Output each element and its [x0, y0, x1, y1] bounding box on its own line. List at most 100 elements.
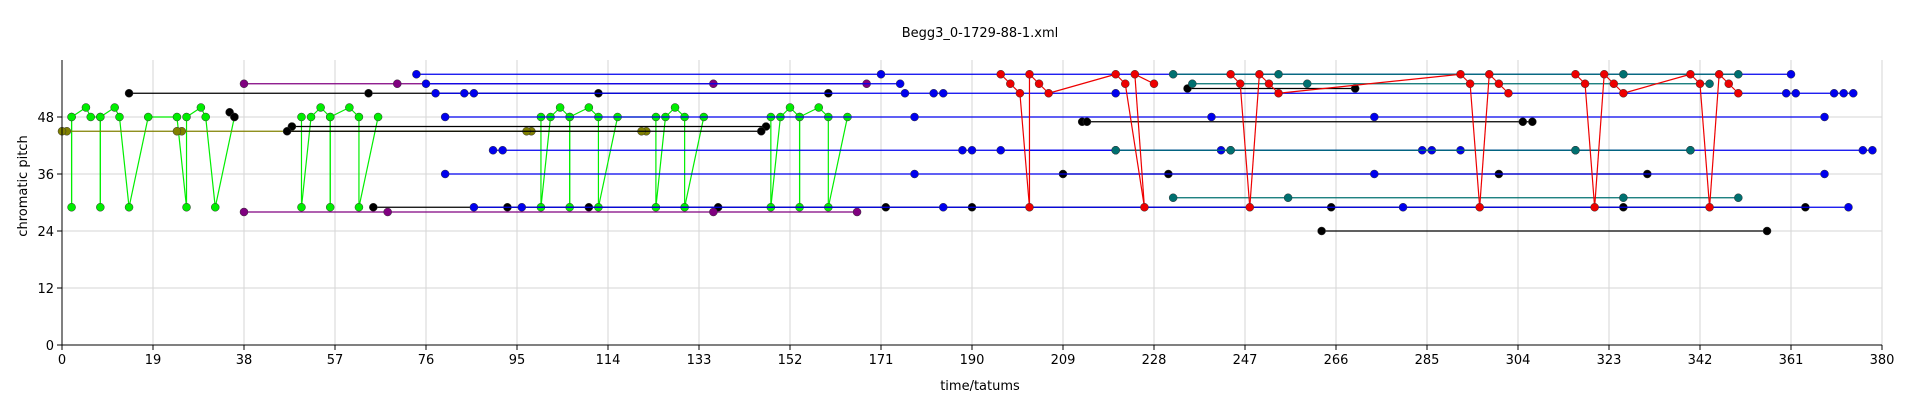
note-link: [1708, 74, 1720, 208]
note-link: [1623, 73, 1691, 94]
note-point: [67, 112, 76, 122]
note-point: [182, 203, 191, 212]
note-point: [967, 146, 977, 155]
x-tick-label: 95: [509, 353, 526, 368]
x-tick-label: 38: [236, 353, 253, 368]
note-point: [201, 112, 210, 122]
note-point: [1255, 70, 1264, 79]
note-point: [1849, 89, 1858, 98]
note-point: [354, 203, 364, 212]
note-point: [1609, 79, 1619, 88]
y-tick-label: 36: [37, 168, 54, 183]
note-point: [282, 127, 292, 136]
note-link: [1019, 93, 1031, 208]
note-point: [929, 89, 938, 98]
note-point: [373, 112, 383, 122]
x-tick-label: 342: [1688, 353, 1713, 368]
x-tick-label: 228: [1142, 353, 1167, 368]
note-point: [1705, 79, 1714, 88]
note-point: [996, 146, 1005, 155]
note-point: [939, 203, 948, 212]
note-point: [1762, 226, 1772, 236]
note-point: [1188, 79, 1197, 88]
note-point: [996, 70, 1005, 79]
note-link: [1584, 83, 1596, 208]
note-point: [1714, 70, 1724, 79]
note-link: [1469, 83, 1481, 208]
note-link: [118, 116, 130, 208]
note-point: [1025, 70, 1034, 79]
note-point: [211, 203, 220, 212]
note-point: [1226, 146, 1235, 155]
note-point: [440, 169, 450, 179]
note-point: [143, 112, 153, 122]
y-axis-label: chromatic pitch: [16, 135, 31, 236]
note-point: [1456, 70, 1465, 79]
note-point: [1820, 169, 1829, 179]
note-link: [358, 116, 379, 208]
series-3: [766, 103, 852, 212]
note-point: [1398, 203, 1408, 212]
series-7: [412, 70, 1877, 212]
note-point: [297, 203, 306, 212]
note-point: [1686, 70, 1695, 79]
note-point: [1619, 89, 1628, 98]
note-point: [1844, 203, 1853, 212]
note-point: [1034, 79, 1044, 88]
note-point: [354, 112, 364, 122]
note-point: [364, 89, 373, 98]
note-point: [958, 146, 967, 155]
note-point: [460, 89, 469, 98]
note-point: [1044, 89, 1053, 98]
x-tick-label: 190: [960, 353, 985, 368]
series-2: [536, 103, 709, 212]
note-point: [393, 79, 402, 88]
note-point: [421, 79, 431, 88]
note-point: [1580, 79, 1590, 88]
note-link: [1239, 83, 1251, 208]
note-point: [1686, 146, 1695, 155]
note-point: [1518, 117, 1528, 126]
chart-title: Begg3_0-1729-88-1.xml: [902, 26, 1059, 41]
x-tick-label: 304: [1506, 353, 1531, 368]
note-point: [1475, 203, 1484, 212]
note-point: [412, 70, 421, 79]
note-point: [1820, 112, 1829, 122]
y-tick-label: 48: [37, 111, 54, 126]
note-point: [297, 112, 306, 122]
note-point: [124, 203, 134, 212]
note-point: [1317, 226, 1326, 236]
note-point: [325, 112, 335, 122]
note-point: [517, 203, 527, 212]
note-point: [1829, 89, 1839, 98]
note-point: [239, 207, 249, 217]
note-point: [1207, 112, 1216, 122]
x-tick-label: 285: [1415, 353, 1440, 368]
note-point: [196, 103, 206, 112]
note-point: [1734, 70, 1743, 79]
note-point: [306, 112, 316, 122]
note-point: [895, 79, 905, 88]
note-point: [1571, 70, 1580, 79]
note-point: [383, 207, 392, 217]
note-point: [1734, 193, 1743, 202]
note-point: [1465, 79, 1475, 88]
note-point: [1590, 203, 1599, 212]
note-point: [1168, 70, 1178, 79]
x-tick-label: 361: [1779, 353, 1804, 368]
note-point: [488, 146, 498, 155]
note-point: [1082, 117, 1092, 126]
note-link: [1594, 74, 1605, 208]
note-link: [300, 116, 312, 208]
note-point: [939, 89, 948, 98]
note-point: [1619, 70, 1628, 79]
x-tick-label: 209: [1051, 353, 1076, 368]
note-point: [1235, 79, 1245, 88]
x-tick-label: 247: [1233, 353, 1258, 368]
note-point: [709, 207, 718, 217]
note-point: [910, 112, 919, 122]
note-point: [1858, 146, 1868, 155]
note-point: [239, 79, 249, 88]
note-link: [827, 116, 849, 208]
